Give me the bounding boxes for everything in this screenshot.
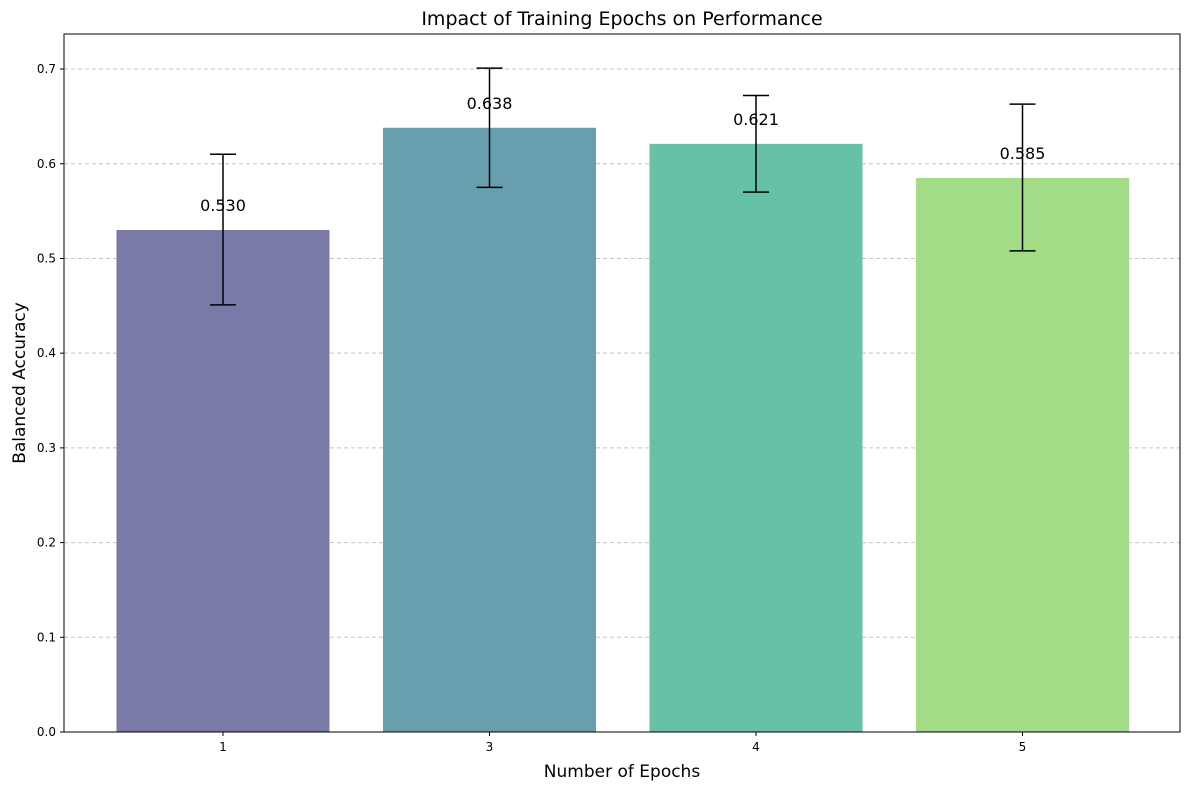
value-label-3: 0.638 — [467, 94, 513, 113]
y-axis-ticks: 0.0 0.1 0.2 0.3 0.4 0.5 0.6 0.7 — [37, 62, 64, 739]
plot-frame — [63, 33, 1181, 733]
value-label-1: 0.530 — [200, 196, 246, 215]
y-tick-label: 0.4 — [37, 346, 56, 360]
bar-epochs-1 — [116, 230, 330, 732]
value-label-5: 0.585 — [1000, 144, 1046, 163]
y-tick-label: 0.1 — [37, 630, 56, 644]
bar-epochs-4 — [649, 143, 863, 733]
x-tick-label: 4 — [752, 740, 760, 754]
chart-title: Impact of Training Epochs on Performance — [421, 8, 822, 30]
bar-epochs-3 — [383, 127, 596, 733]
x-tick-label: 1 — [219, 740, 227, 754]
value-labels: 0.530 0.638 0.621 0.585 — [200, 94, 1045, 215]
x-tick-label: 5 — [1019, 740, 1027, 754]
y-tick-label: 0.6 — [37, 157, 56, 171]
y-tick-label: 0.3 — [37, 441, 56, 455]
x-tick-label: 3 — [486, 740, 494, 754]
y-tick-label: 0.0 — [37, 725, 56, 739]
value-label-4: 0.621 — [733, 110, 779, 129]
y-tick-label: 0.7 — [37, 62, 56, 76]
error-bars — [210, 67, 1036, 306]
bars — [116, 127, 1129, 733]
y-tick-label: 0.5 — [37, 251, 56, 265]
x-axis-ticks: 1 3 4 5 — [219, 732, 1026, 754]
y-axis-label: Balanced Accuracy — [10, 302, 30, 464]
x-axis-label: Number of Epochs — [544, 762, 701, 782]
y-tick-label: 0.2 — [37, 536, 56, 550]
bar-epochs-5 — [916, 177, 1129, 733]
